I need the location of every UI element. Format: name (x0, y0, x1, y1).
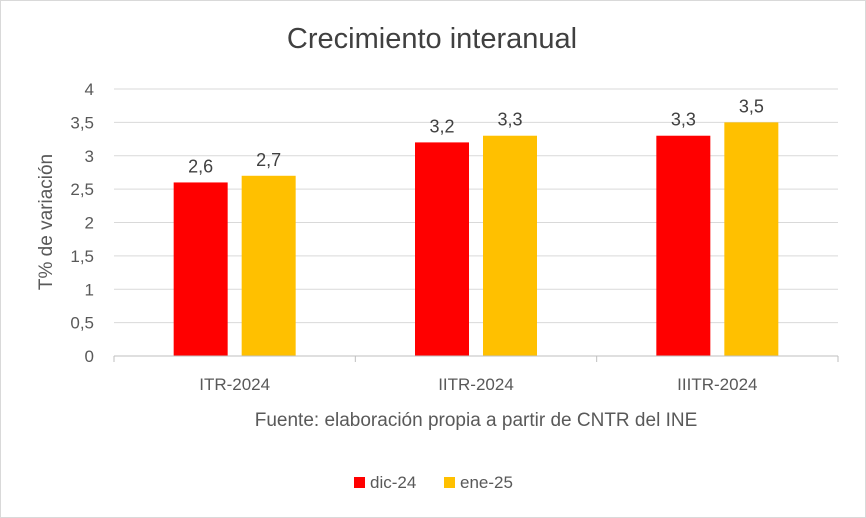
bar-dic-24 (656, 135, 711, 356)
y-axis-title: T% de variación (36, 154, 57, 290)
y-tick-label: 4 (85, 80, 94, 99)
y-axis-ticks: 0 0,5 1 1,5 2 2,5 3 3,5 4 (70, 80, 94, 366)
bar-dic-24 (173, 182, 228, 356)
y-tick-label: 0 (85, 347, 94, 366)
y-tick-label: 1,5 (70, 247, 94, 266)
data-label: 3,2 (429, 116, 454, 136)
y-tick-label: 0,5 (70, 314, 94, 333)
legend-swatch (444, 477, 455, 488)
bar-ene-25 (724, 122, 779, 356)
legend: dic-24 ene-25 (354, 473, 513, 492)
bars (173, 122, 779, 356)
data-label: 2,6 (188, 156, 213, 176)
legend-item: ene-25 (444, 473, 513, 492)
bar-dic-24 (415, 142, 469, 356)
data-label: 3,3 (497, 110, 522, 130)
x-axis: ITR-2024 IITR-2024 IIITR-2024 (113, 355, 839, 394)
x-tick-label: IITR-2024 (438, 375, 514, 394)
bar-ene-25 (241, 175, 296, 356)
y-tick-label: 3,5 (70, 113, 94, 132)
x-axis-title: Fuente: elaboración propia a partir de C… (255, 410, 698, 431)
y-tick-label: 2,5 (70, 180, 94, 199)
legend-label: dic-24 (370, 473, 416, 492)
data-label: 2,7 (256, 150, 281, 170)
data-label: 3,5 (739, 96, 764, 116)
x-tick-label: IIITR-2024 (677, 375, 757, 394)
data-labels: 2,6 2,7 3,2 3,3 3,3 3,5 (188, 96, 764, 176)
gridlines (114, 88, 838, 324)
y-tick-label: 3 (85, 147, 94, 166)
bar-ene-25 (483, 135, 537, 356)
chart-title: Crecimiento interanual (287, 23, 577, 55)
y-tick-label: 2 (85, 214, 94, 233)
data-label: 3,3 (671, 110, 696, 130)
legend-item: dic-24 (354, 473, 416, 492)
y-tick-label: 1 (85, 280, 94, 299)
legend-swatch (354, 477, 365, 488)
legend-label: ene-25 (460, 473, 513, 492)
x-tick-label: ITR-2024 (199, 375, 270, 394)
